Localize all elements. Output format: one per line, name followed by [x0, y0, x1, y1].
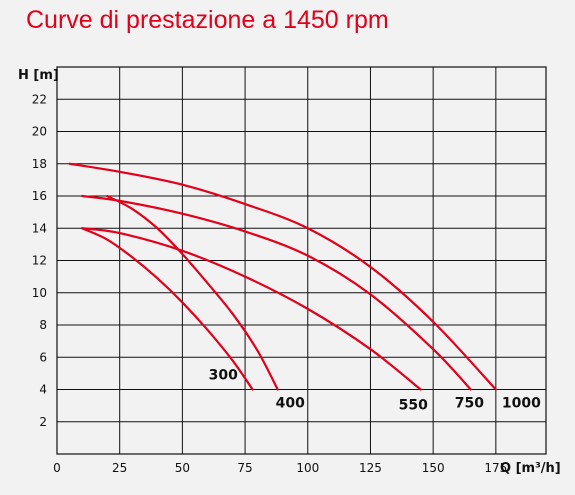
curve-label-400: 400: [276, 396, 305, 412]
grid: [57, 67, 546, 454]
y-tick-label: 4: [39, 383, 47, 397]
curve-750: [80, 194, 472, 391]
y-tick-label: 14: [32, 221, 47, 235]
y-tick-label: 20: [32, 125, 47, 139]
x-tick-label: 75: [237, 461, 252, 475]
x-tick-label: 150: [422, 461, 445, 475]
x-axis-title: Q [m³/h]: [500, 461, 561, 476]
plot-frame: [56, 66, 547, 455]
y-tick-label: 10: [32, 286, 47, 300]
y-tick-label: 8: [39, 318, 47, 332]
curve-label-300: 300: [209, 368, 238, 384]
curve-label-1000: 1000: [502, 396, 541, 412]
y-tick-label: 18: [32, 157, 47, 171]
curve-300: [80, 227, 254, 391]
x-tick-label: 125: [359, 461, 382, 475]
y-tick-label: 2: [39, 415, 47, 429]
x-tick-label: 100: [296, 461, 319, 475]
curves: [68, 162, 497, 391]
y-tick-label: 22: [32, 92, 47, 106]
curve-label-750: 750: [455, 396, 484, 412]
y-axis-title: H [m]: [18, 68, 59, 83]
x-tick-label: 50: [175, 461, 190, 475]
x-tick-label: 0: [53, 461, 61, 475]
x-tick-label: 175: [484, 461, 507, 475]
curve-400: [106, 194, 279, 391]
chart-title: Curve di prestazione a 1450 rpm: [26, 6, 389, 34]
curve-labels: 300 400 550 750 1000: [209, 368, 541, 414]
tick-labels: 0 25 50 75 100 125 150 175 2 4 6 8 10 12 14 16 18 20 22: [32, 92, 508, 475]
y-tick-label: 6: [39, 350, 47, 364]
y-tick-label: 12: [32, 254, 47, 268]
curve-550: [80, 227, 422, 391]
curve-1000: [68, 162, 497, 391]
x-tick-label: 25: [112, 461, 127, 475]
y-tick-label: 16: [32, 189, 47, 203]
curve-label-550: 550: [399, 398, 428, 414]
